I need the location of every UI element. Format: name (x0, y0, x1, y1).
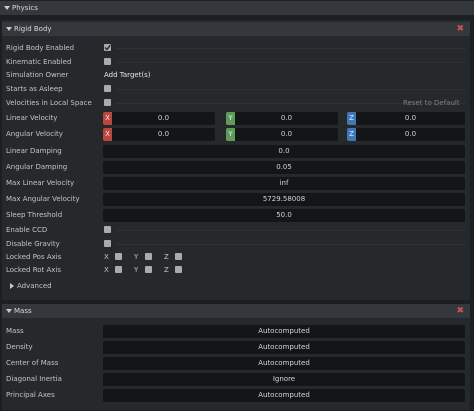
add-target-button[interactable]: Add Target(s) (104, 71, 151, 79)
vector-field[interactable]: 0.0 (112, 128, 215, 141)
row-label: Simulation Owner (6, 71, 69, 79)
axis-letter: X (104, 253, 109, 261)
axis-letter: X (104, 266, 109, 274)
row-label: Diagonal Inertia (6, 375, 62, 383)
row-label: Locked Rot Axis (6, 266, 62, 274)
axis-letter: Z (164, 266, 169, 274)
value-field[interactable]: inf (103, 177, 465, 190)
separator (116, 62, 466, 63)
row-label: Enable CCD (6, 226, 48, 234)
section-title: Mass (14, 307, 32, 315)
axis-label: Y (226, 128, 235, 141)
value-field[interactable]: 50.0 (103, 209, 465, 222)
value-field[interactable]: 0.0 (103, 145, 465, 158)
section-title: Rigid Body (14, 25, 52, 33)
row-label: Sleep Threshold (6, 211, 63, 219)
axis-label: Y (226, 112, 235, 125)
reset-to-default[interactable]: Reset to Default (403, 99, 460, 107)
row-label: Rigid Body Enabled (6, 44, 75, 52)
separator (116, 230, 466, 231)
value-field[interactable]: Ignore (103, 373, 465, 386)
lock-checkbox[interactable] (145, 266, 152, 273)
separator (116, 48, 466, 49)
separator (116, 103, 466, 104)
axis-letter: Y (134, 266, 139, 274)
close-button[interactable]: ✖ (456, 24, 464, 34)
section-header[interactable]: Rigid Body ✖ (2, 22, 470, 36)
vector-field[interactable]: 0.0 (356, 112, 465, 125)
row-label: Starts as Asleep (6, 85, 63, 93)
row-label: Velocities in Local Space (6, 99, 92, 107)
checkbox[interactable] (104, 99, 111, 106)
row-label: Principal Axes (6, 391, 55, 399)
separator (116, 89, 466, 90)
lock-checkbox[interactable] (145, 253, 152, 260)
checkbox[interactable] (104, 85, 111, 92)
vector-field[interactable]: 0.0 (112, 112, 215, 125)
lock-checkbox[interactable] (115, 253, 122, 260)
row-label: Disable Gravity (6, 240, 60, 248)
axis-label: X (103, 128, 112, 141)
value-field[interactable]: Autocomputed (103, 341, 465, 354)
lock-checkbox[interactable] (175, 266, 182, 273)
value-field[interactable]: Autocomputed (103, 357, 465, 370)
advanced-toggle[interactable]: Advanced (10, 281, 52, 291)
vector-field[interactable]: 0.0 (235, 128, 338, 141)
separator (116, 244, 466, 245)
value-field[interactable]: Autocomputed (103, 325, 465, 338)
row-label: Max Angular Velocity (6, 195, 80, 203)
row-label: Linear Velocity (6, 114, 58, 122)
row-label: Max Linear Velocity (6, 179, 75, 187)
rigid-body-panel (2, 20, 470, 300)
axis-label: Z (347, 128, 356, 141)
vector-field[interactable]: 0.0 (235, 112, 338, 125)
row-label: Kinematic Enabled (6, 58, 72, 66)
physics-header[interactable]: Physics (0, 1, 474, 15)
row-label: Angular Damping (6, 163, 68, 171)
row-label: Linear Damping (6, 147, 62, 155)
value-field[interactable]: 5729.58008 (103, 193, 465, 206)
lock-checkbox[interactable] (175, 253, 182, 260)
row-label: Density (6, 343, 33, 351)
vector-field[interactable]: 0.0 (356, 128, 465, 141)
axis-letter: Y (134, 253, 139, 261)
checkbox[interactable] (104, 58, 111, 65)
value-field[interactable]: 0.05 (103, 161, 465, 174)
checkbox[interactable] (104, 44, 111, 51)
physics-title: Physics (12, 4, 38, 12)
axis-letter: Z (164, 253, 169, 261)
section-header[interactable]: Mass ✖ (2, 304, 470, 318)
value-field[interactable]: Autocomputed (103, 389, 465, 402)
advanced-label: Advanced (17, 282, 52, 290)
row-label: Angular Velocity (6, 130, 63, 138)
row-label: Center of Mass (6, 359, 59, 367)
axis-label: Z (347, 112, 356, 125)
close-button[interactable]: ✖ (456, 306, 464, 316)
row-label: Mass (6, 327, 24, 335)
lock-checkbox[interactable] (115, 266, 122, 273)
checkbox[interactable] (104, 240, 111, 247)
checkbox[interactable] (104, 226, 111, 233)
axis-label: X (103, 112, 112, 125)
row-label: Locked Pos Axis (6, 253, 62, 261)
